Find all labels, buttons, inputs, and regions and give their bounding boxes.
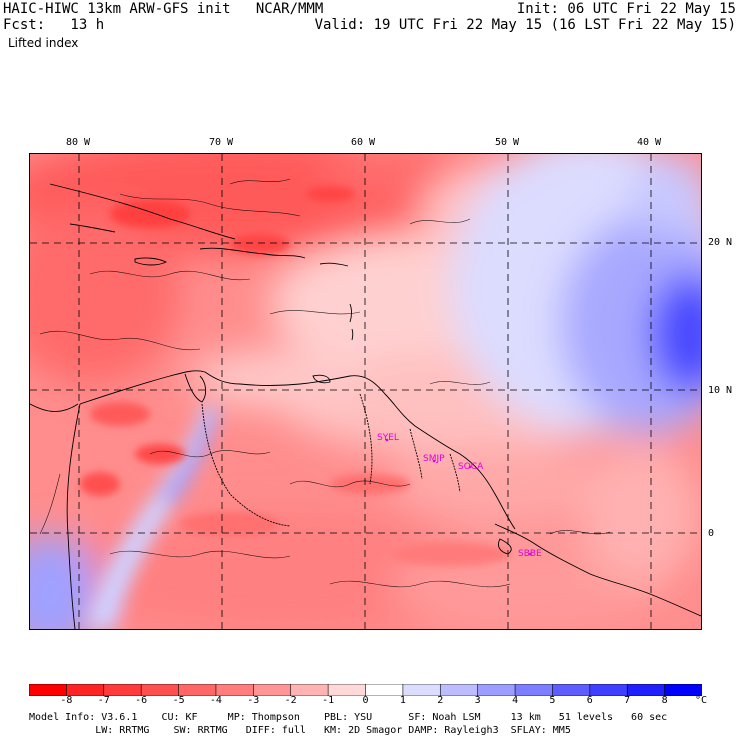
colorbar-label: 6 [586,695,593,706]
coastlines [30,183,701,629]
field-shading [30,154,701,629]
station-label-smjp: SMJP [423,454,445,464]
lat-label-20n: 20 N [708,237,733,248]
model-info-line-2: LW: RRTMG SW: RRTMG DIFF: full KM: 2D Sm… [29,725,571,736]
model-info-line-1: Model Info: V3.6.1 CU: KF MP: Thompson P… [29,712,668,723]
lon-label-80w: 80 W [66,137,91,148]
colorbar-unit: °C [694,695,708,706]
plot-title: HAIC-HIWC 13km ARW-GFS init NCAR/MMM [3,1,324,17]
colorbar-swatch [477,683,516,697]
andes-stable-band [85,404,220,629]
lat-lon-grid [30,154,701,629]
colorbar-label: -3 [247,695,260,706]
lat-label-0: 0 [708,528,715,539]
contours [39,178,611,588]
station-label-sbbe: SBBE [518,549,542,559]
colorbar-swatch [552,683,591,697]
valid-time: Valid: 19 UTC Fri 22 May 15 (16 LST Fri … [314,17,736,33]
station-dot-sbbe [528,552,532,556]
init-time: Init: 06 UTC Fri 22 May 15 [516,1,736,17]
convective-patches [80,186,510,566]
colorbar-label: 7 [624,695,631,706]
station-dot-smjp [432,459,436,463]
colorbar-label: 8 [661,695,668,706]
field-name: Lifted index [8,36,79,50]
colorbar-label: -6 [135,695,148,706]
colorbar-label: 4 [512,695,519,706]
lon-label-50w: 50 W [495,137,520,148]
lat-label-10n: 10 N [708,385,733,396]
colorbar-label: -7 [97,695,110,706]
colorbar-label: 3 [474,695,481,706]
lon-label-60w: 60 W [351,137,376,148]
colorbar-swatch [626,683,666,697]
station-dot-soca [468,465,472,469]
colorbar-label: 2 [437,695,444,706]
station-label-syel: SYEL [377,433,399,443]
lon-label-40w: 40 W [637,137,662,148]
forecast-hour: Fcst: 13 h [3,17,105,33]
colorbar-swatches [28,683,703,697]
colorbar-label: -4 [209,695,222,706]
colorbar-swatch [365,683,404,697]
lifted-index-map: SYEL SMJP SOCA SBBE [29,153,702,630]
colorbar-label: 5 [549,695,556,706]
colorbar [28,681,703,697]
colorbar-label: 0 [362,695,369,706]
station-dot-syel [385,438,389,442]
stations: SYEL SMJP SOCA SBBE [377,433,542,559]
lon-label-70w: 70 W [209,137,234,148]
station-label-soca: SOCA [458,462,484,472]
colorbar-label: 1 [399,695,406,706]
colorbar-label: -5 [172,695,185,706]
colorbar-swatch [402,683,442,697]
colorbar-label: -2 [284,695,297,706]
colorbar-swatch [439,683,479,697]
colorbar-swatch [514,683,554,697]
colorbar-swatch [589,683,629,697]
colorbar-label: -1 [322,695,335,706]
colorbar-label: -8 [60,695,73,706]
